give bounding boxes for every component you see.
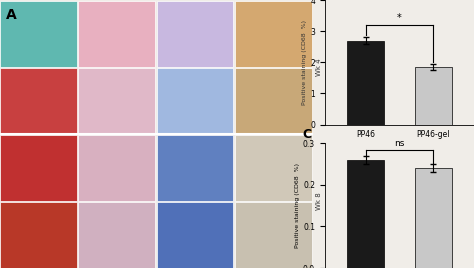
FancyBboxPatch shape <box>78 135 155 201</box>
Text: C: C <box>302 128 311 141</box>
Text: ns: ns <box>394 139 405 148</box>
FancyBboxPatch shape <box>78 1 155 67</box>
FancyBboxPatch shape <box>78 68 155 134</box>
Text: *: * <box>397 13 402 23</box>
Text: A: A <box>6 8 17 22</box>
FancyBboxPatch shape <box>156 135 233 201</box>
Bar <box>347 40 384 125</box>
Bar <box>415 168 452 268</box>
Y-axis label: Positive staining (CD68  %): Positive staining (CD68 %) <box>295 163 300 248</box>
FancyBboxPatch shape <box>235 202 312 268</box>
Y-axis label: Positive staining (CD68  %): Positive staining (CD68 %) <box>302 20 308 105</box>
FancyBboxPatch shape <box>78 202 155 268</box>
FancyBboxPatch shape <box>235 135 312 201</box>
Bar <box>415 67 452 125</box>
FancyBboxPatch shape <box>235 68 312 134</box>
FancyBboxPatch shape <box>235 1 312 67</box>
FancyBboxPatch shape <box>156 202 233 268</box>
FancyBboxPatch shape <box>0 1 77 67</box>
Text: Wk 4: Wk 4 <box>317 58 322 76</box>
FancyBboxPatch shape <box>156 1 233 67</box>
FancyBboxPatch shape <box>0 68 77 134</box>
FancyBboxPatch shape <box>0 135 77 201</box>
FancyBboxPatch shape <box>156 68 233 134</box>
Bar <box>347 160 384 268</box>
FancyBboxPatch shape <box>0 202 77 268</box>
Text: Wk 8: Wk 8 <box>317 192 322 210</box>
